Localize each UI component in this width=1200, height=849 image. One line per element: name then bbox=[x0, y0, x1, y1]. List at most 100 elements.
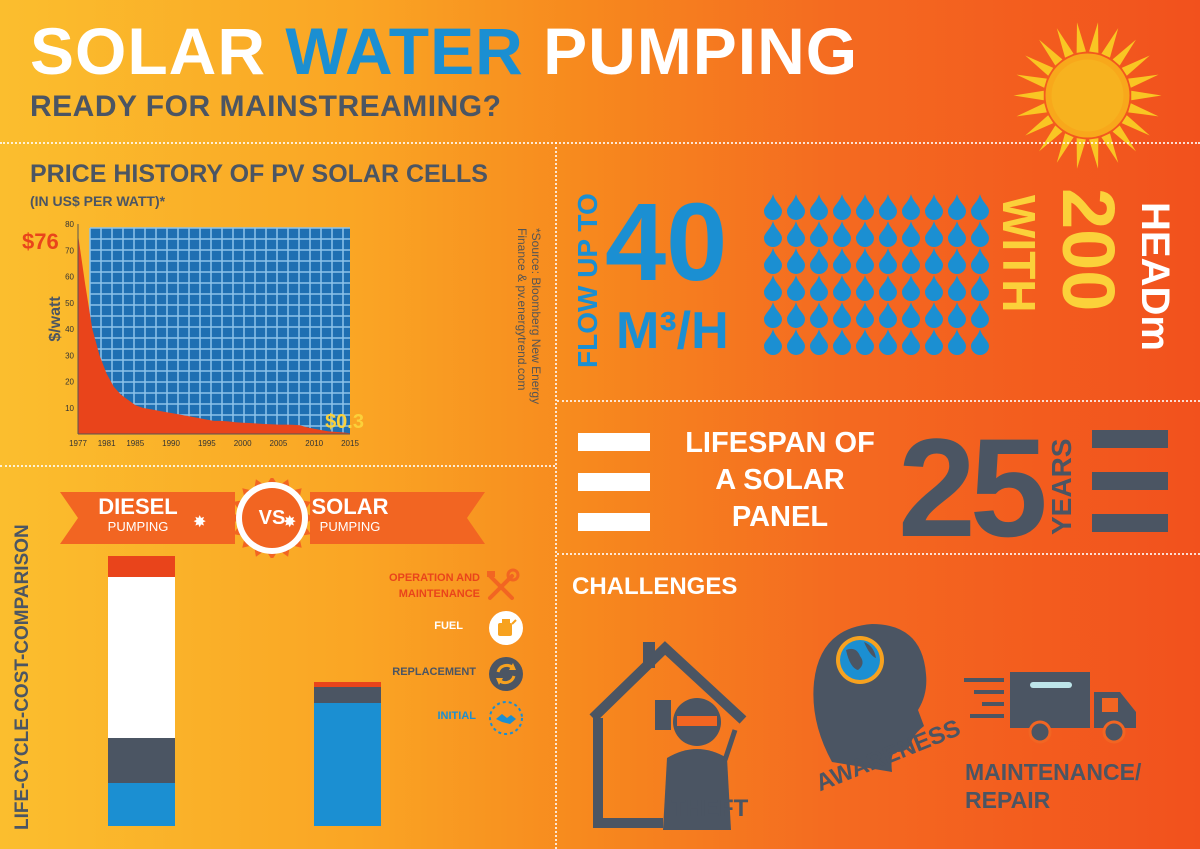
water-drop-icon bbox=[856, 194, 874, 220]
water-drop-icon bbox=[925, 329, 943, 355]
water-drop-icon bbox=[787, 248, 805, 274]
water-drop-icon bbox=[971, 194, 989, 220]
price-area bbox=[78, 234, 350, 434]
white-stripes bbox=[578, 433, 650, 531]
water-drop-icon bbox=[787, 221, 805, 247]
y-tick-label: 40 bbox=[65, 325, 74, 334]
water-drop-icon bbox=[948, 275, 966, 301]
water-drop-icon bbox=[925, 275, 943, 301]
x-tick-label: 2015 bbox=[341, 439, 359, 448]
water-drop-icon bbox=[833, 194, 851, 220]
diesel-sub: PUMPING bbox=[107, 519, 169, 534]
water-drop-icon bbox=[764, 248, 782, 274]
solar-cost-bar bbox=[314, 574, 381, 826]
head-label-wrap: HEADm bbox=[1133, 202, 1200, 351]
x-tick-label: 1985 bbox=[126, 439, 144, 448]
y-tick-label: 50 bbox=[65, 299, 74, 308]
annotation-start-price: $76 bbox=[22, 229, 59, 254]
solar-label: SOLAR PUMPING bbox=[300, 496, 400, 534]
gray-stripes bbox=[1092, 430, 1168, 532]
divider-left-mid bbox=[0, 465, 555, 467]
x-tick-label: 1981 bbox=[98, 439, 116, 448]
water-drop-icon bbox=[879, 302, 897, 328]
water-drop-icon bbox=[948, 248, 966, 274]
y-axis-label: $/watt bbox=[47, 296, 64, 342]
water-drop-icon bbox=[764, 275, 782, 301]
flow-value: 40 bbox=[605, 181, 728, 304]
water-drop-icon bbox=[948, 221, 966, 247]
legend-initial: INITIAL bbox=[437, 710, 477, 722]
price-title: PRICE HISTORY OF PV SOLAR CELLS bbox=[30, 160, 488, 188]
legend-fuel: FUEL bbox=[434, 620, 463, 632]
water-drop-icon bbox=[902, 302, 920, 328]
legend-om: OPERATION AND MAINTENANCE bbox=[388, 572, 480, 600]
bar-segment bbox=[314, 702, 381, 826]
life-cycle-side-label: LIFE-CYCLE-COST-COMPARISON bbox=[12, 524, 33, 830]
divider-right-1 bbox=[557, 400, 1200, 402]
water-drop-icon bbox=[925, 248, 943, 274]
water-drop-icon bbox=[787, 194, 805, 220]
title-water: WATER bbox=[285, 14, 524, 88]
y-tick-label: 80 bbox=[65, 220, 74, 229]
divider-vertical bbox=[555, 142, 557, 849]
price-chart: 10 20 30 40 50 60 70 80 1977 1981 1985 1990 1995 2000… bbox=[22, 220, 364, 448]
water-drop-icon bbox=[856, 248, 874, 274]
water-drop-icon bbox=[764, 194, 782, 220]
water-drop-icon bbox=[925, 221, 943, 247]
x-tick-label: 2005 bbox=[270, 439, 288, 448]
divider-right-2 bbox=[557, 553, 1200, 555]
years-label-wrap: YEARS bbox=[1046, 439, 1144, 563]
water-drop-icon bbox=[902, 275, 920, 301]
water-drop-icon bbox=[833, 275, 851, 301]
solar-sub: PUMPING bbox=[319, 519, 381, 534]
with-label: WITH bbox=[993, 195, 1045, 313]
spark-right-icon: ✸ bbox=[283, 514, 297, 531]
water-drop-icon bbox=[971, 329, 989, 355]
x-tick-label: 1990 bbox=[162, 439, 180, 448]
water-drop-icon bbox=[810, 248, 828, 274]
flow-label: FLOW UP TO bbox=[572, 193, 603, 368]
water-drop-icon bbox=[856, 275, 874, 301]
water-drop-icon bbox=[856, 221, 874, 247]
y-tick-label: 60 bbox=[65, 273, 74, 282]
water-drop-icon bbox=[787, 302, 805, 328]
challenge-theft: THEFT bbox=[671, 795, 749, 822]
water-drop-icon bbox=[879, 329, 897, 355]
challenges-title: CHALLENGES bbox=[572, 573, 738, 600]
water-drop-icon bbox=[948, 302, 966, 328]
water-drop-icon bbox=[879, 194, 897, 220]
diesel-title: DIESEL bbox=[98, 494, 178, 519]
water-drop-icon bbox=[787, 329, 805, 355]
handshake-icon bbox=[489, 701, 523, 735]
water-drop-icon bbox=[810, 329, 828, 355]
vs-banner bbox=[60, 478, 485, 558]
y-tick-label: 30 bbox=[65, 351, 74, 360]
bar-segment bbox=[108, 737, 175, 784]
x-tick-label: 1977 bbox=[69, 439, 87, 448]
water-drop-icon bbox=[764, 221, 782, 247]
head-sup: m bbox=[1133, 315, 1177, 351]
water-drop-icon bbox=[879, 275, 897, 301]
water-drop-icon bbox=[902, 221, 920, 247]
water-drop-icon bbox=[879, 248, 897, 274]
diesel-cost-bar bbox=[108, 556, 175, 826]
water-drop-icon bbox=[810, 194, 828, 220]
sun-icon bbox=[1013, 22, 1162, 169]
water-drop-icon bbox=[925, 302, 943, 328]
title-solar: SOLAR bbox=[30, 14, 266, 88]
water-drop-icon bbox=[810, 302, 828, 328]
lifespan-value: 25 bbox=[898, 409, 1048, 566]
water-drop-icon bbox=[902, 329, 920, 355]
lifespan-text: LIFESPAN OF A SOLAR PANEL bbox=[685, 427, 875, 533]
water-drop-icon bbox=[764, 329, 782, 355]
water-drop-icon bbox=[787, 275, 805, 301]
x-tick-label: 1995 bbox=[198, 439, 216, 448]
y-tick-label: 20 bbox=[65, 378, 74, 387]
water-drop-icon bbox=[971, 302, 989, 328]
life-cycle-side-label-wrap: LIFE-CYCLE-COST-COMPARISON bbox=[12, 524, 318, 849]
water-drop-icon bbox=[971, 248, 989, 274]
water-drop-icon bbox=[856, 329, 874, 355]
water-drop-icon bbox=[925, 194, 943, 220]
bar-segment bbox=[108, 556, 175, 577]
